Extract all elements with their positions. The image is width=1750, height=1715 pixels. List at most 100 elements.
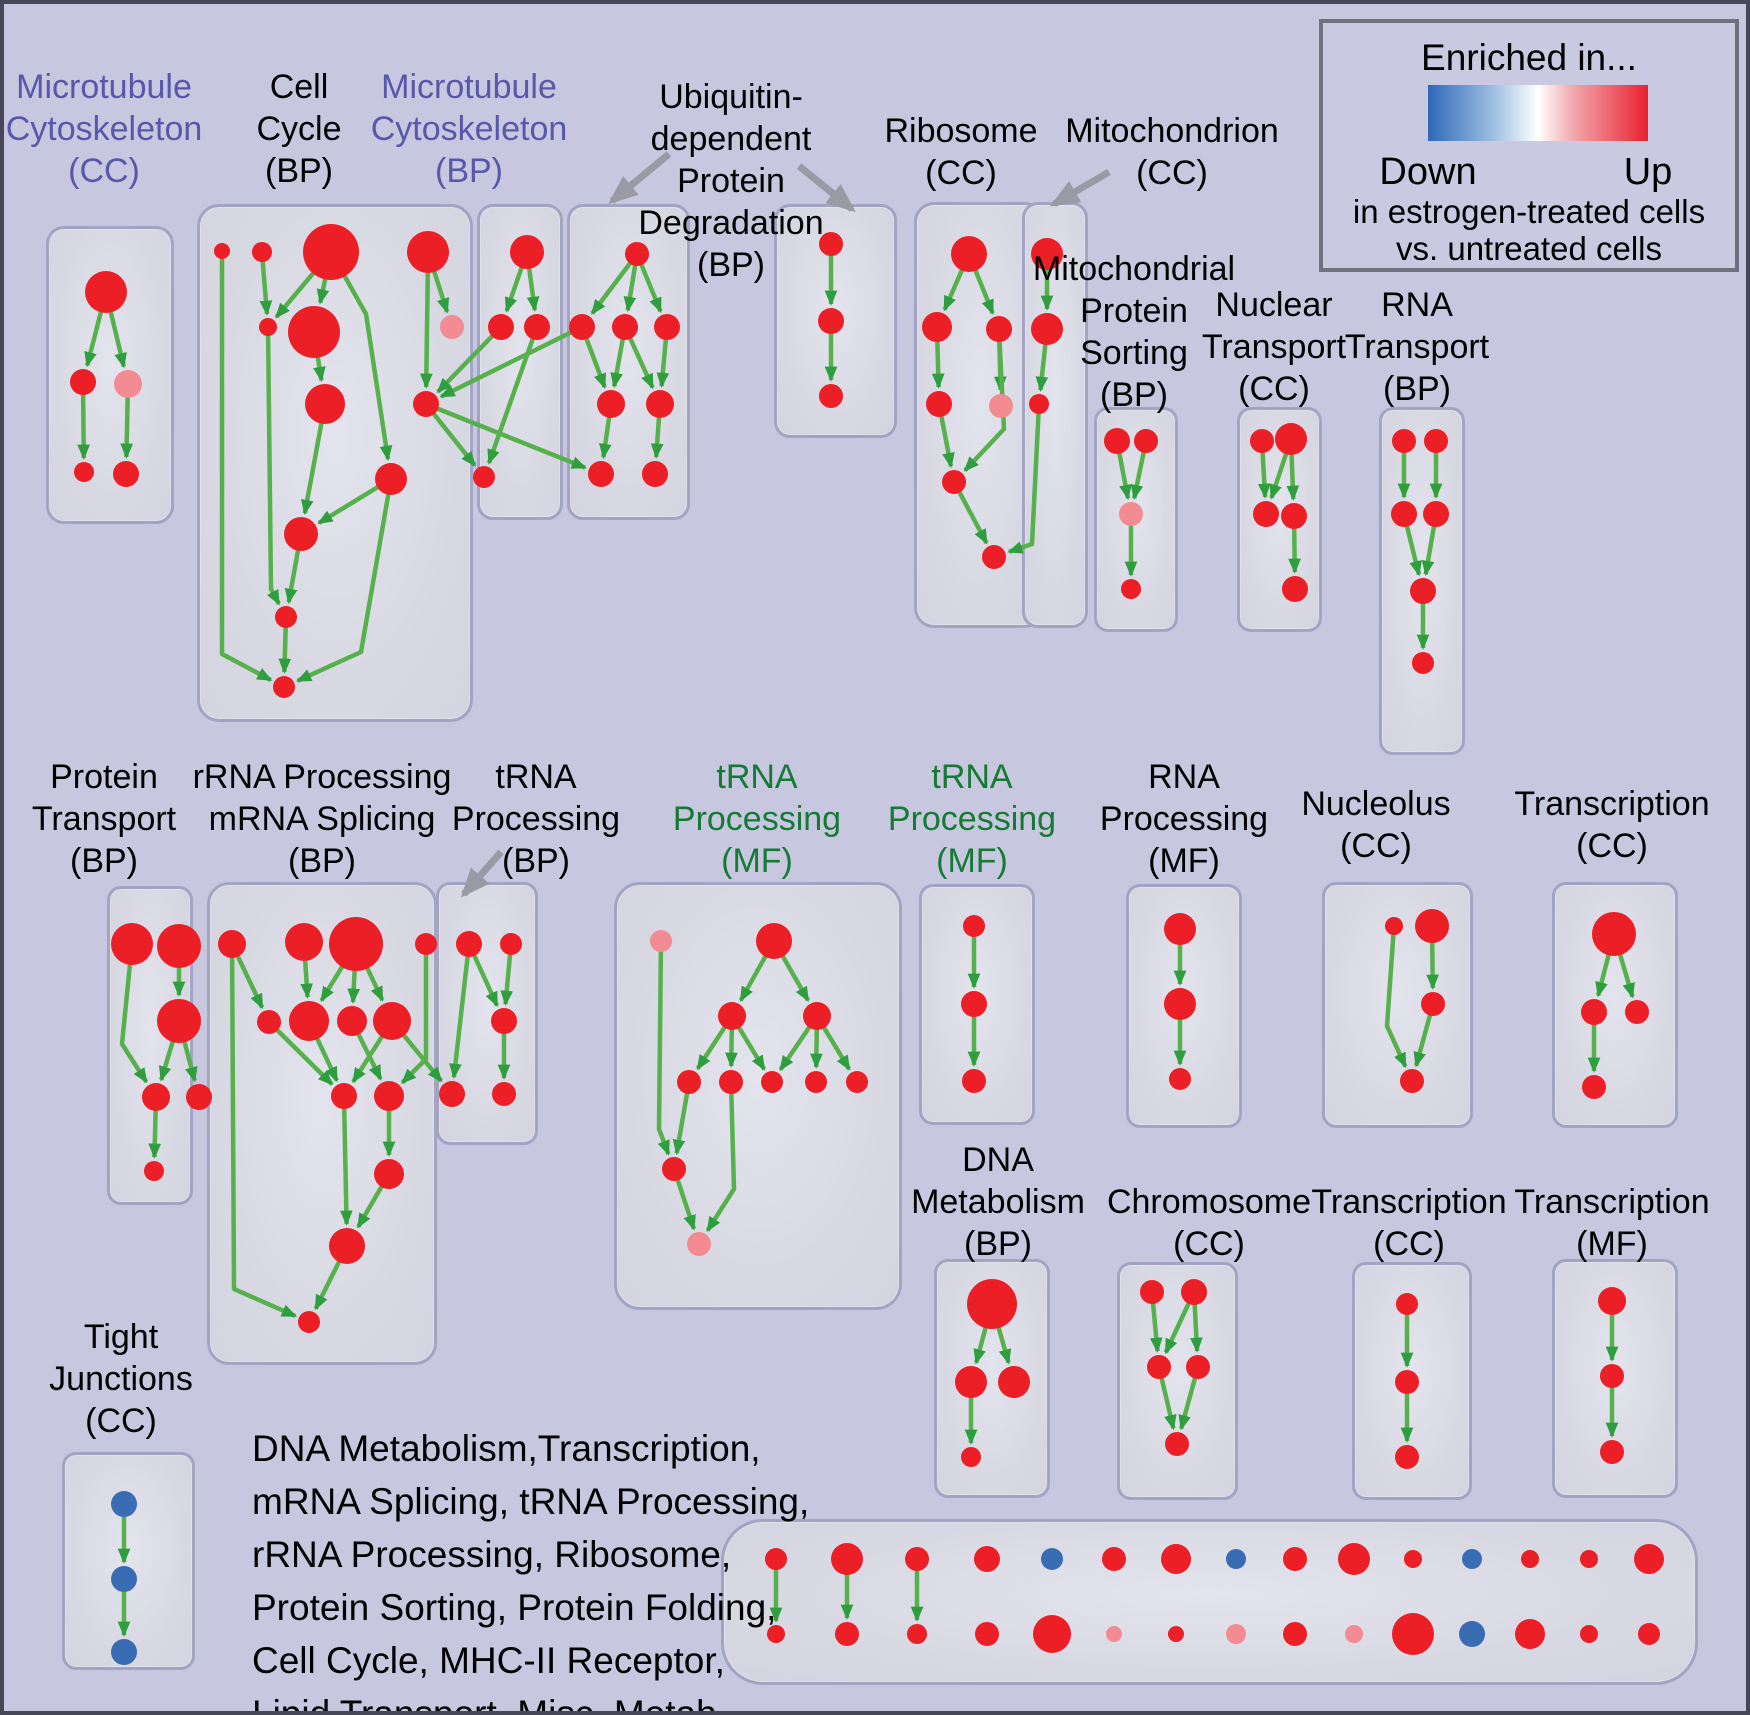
edge-cc_c-to-mt4 [431,411,477,467]
legend-subtitle-line1: in estrogen-treated cells [1352,193,1706,230]
cluster-box-u4 [567,204,690,520]
edge-rr3-to-rr7 [347,968,361,1004]
edge-nt2-to-nt4 [1286,452,1300,501]
label-pointer-arrow-4 [460,849,504,898]
edge-rr8-to-rr9 [351,1034,385,1084]
edge-ch4-to-ch5 [1178,1376,1198,1431]
edge-mf1_b-to-mf1_f [810,1027,823,1069]
edge-rr9-to-rr12 [339,1106,353,1226]
edge-u4_d-to-u4_f [598,415,612,460]
edge-rt3-to-rt5 [1404,524,1422,577]
edge-rr1-to-rr5 [235,953,265,1010]
edge-cc_s2-to-cc_m1 [313,355,326,383]
edge-pt3-to-pt4 [158,1039,176,1082]
edge-mf1_a-to-mf1_e [736,1025,767,1071]
edge-rb3-to-rb6 [963,339,1007,472]
edge-ch2-to-ch4 [1190,1302,1203,1353]
edge-rr3-to-rr8 [364,965,385,1002]
edge-ch2-to-ch3 [1163,1301,1192,1355]
edge-mcc1-to-mcc3 [108,309,127,369]
edge-u4_e-to-u4_g [650,415,664,459]
edge-mcc2-to-mcc4 [77,392,91,460]
edge-dm1-to-dm3 [996,1325,1012,1365]
edge-dm1-to-dm2 [973,1325,989,1365]
edge-mt2-to-cc_c [436,333,495,394]
edge-nt2-to-nt3 [1269,451,1289,500]
edge-u4_b-to-u4_d [610,337,626,389]
edge-pt1-to-pt4 [119,962,149,1084]
cluster-box-br [721,1519,1698,1685]
edge-mf1_t-to-mf1_a [738,953,769,1002]
edge-nc1-to-nc4 [1384,932,1408,1069]
label-pointer-arrow-1 [608,151,672,205]
edge-rr3-to-rr6 [319,964,345,1003]
edge-ch1-to-ch3 [1149,1301,1163,1354]
edge-rr5-to-rr9 [274,1027,334,1086]
edge-cc_m2-to-cc_m3 [317,484,381,525]
edge-rb1-to-rb2 [942,267,965,312]
edge-mt1-to-mt2 [504,265,525,313]
edge-pt4-to-pt6 [148,1108,162,1159]
legend-subtitle-line2: vs. untreated cells [1396,230,1662,267]
edge-cc_m3-to-cc_b1 [284,548,301,605]
edge-nt4-to-nt5 [1288,526,1301,574]
edge-mf1_d-to-mf1_i [705,1091,737,1233]
edge-pt3-to-pt5 [181,1039,198,1083]
edge-mf1_p-to-mf1_h [656,949,671,1156]
edge-tb1-to-tb4 [449,954,471,1080]
edge-nc3-to-nc4 [1413,1013,1433,1068]
edge-mf1_b-to-mf1_g [821,1025,852,1071]
legend-gradient-bar [1428,85,1648,141]
edge-rr4-to-rr10 [400,953,429,1085]
edge-u4_b-to-u4_e [627,336,655,390]
edge-cc_m2-to-cc_b2 [295,492,391,683]
edge-mt1-to-mt3 [526,266,540,312]
edge-u4_c-to-u4_e [656,337,670,389]
edge-rr2-to-rr6 [300,958,314,999]
edge-mf1_a-to-mf1_c [695,1024,728,1071]
edge-cc_m1-to-cc_m3 [300,421,324,516]
legend-up-label: Up [1623,151,1673,193]
edge-tc1-to-tc2 [1595,952,1612,998]
cluster-box-mi [1022,202,1088,628]
cluster-box-ch [1117,1262,1238,1500]
edge-nc2-to-nc3 [1426,940,1440,990]
edge-mf1_t-to-mf1_b [780,953,810,1003]
edge-mp2-to-mp3 [1130,450,1147,501]
edge-rb6-to-rb7 [956,489,989,545]
edge-mcc3-to-mcc5 [120,395,134,459]
edge-rt4-to-rt5 [1421,524,1437,577]
edge-tc1-to-tc3 [1617,952,1635,999]
label-pointer-arrow-3 [1049,168,1111,208]
edge-mf1_b-to-mf1_e [778,1024,813,1072]
edge-cc_t3-to-cc_m2 [341,273,393,462]
edge-u4_t-to-u4_a [590,260,633,315]
edge-rr12-to-rr13 [313,1259,342,1311]
legend: Enriched in... Down Up in estrogen-treat… [1319,19,1739,272]
edges-layer [77,151,1635,1637]
edge-cc_t3-to-cc_s1 [274,270,317,319]
label-pointer-arrow-2 [796,163,856,213]
edge-mp1-to-mp3 [1116,451,1132,501]
edge-cc_t4-to-cc_c [420,270,433,389]
edge-nt1-to-nt3 [1257,450,1271,499]
edge-rr6-to-rr9 [314,1036,339,1083]
edge-u4_t-to-u4_c [638,262,663,314]
edge-cc_t2-to-cc_s1 [259,259,273,316]
edge-mi3-to-rb7 [1007,411,1041,554]
edge-cc_b1-to-cc_b2 [278,625,292,674]
edge-mf1_a-to-mf1_d [725,1027,738,1068]
cluster-boxes-layer [4,4,1746,1711]
edge-rr11-to-rr12 [356,1184,385,1229]
edge-rr1-to-rr13 [229,955,298,1319]
edge-tb2-to-tb3 [500,952,514,1007]
edge-ch3-to-ch5 [1159,1376,1177,1431]
edge-cc_t4-to-cc_pk [431,269,450,314]
cluster-box-tb [436,882,538,1145]
edge-tb1-to-tb3 [471,953,500,1008]
edge-mf1_c-to-mf1_h [672,1091,690,1156]
edge-u4_t-to-u4_b [623,263,638,313]
edge-u4_a-to-u4_d [583,336,607,389]
legend-down-label: Down [1379,151,1477,193]
